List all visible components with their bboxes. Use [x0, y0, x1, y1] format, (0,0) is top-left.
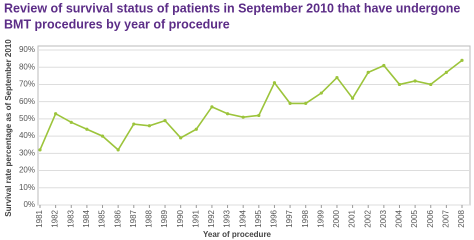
- chart-title: BMT procedures by year of procedure: [4, 17, 230, 31]
- point: [288, 101, 292, 105]
- x-tick-label: 1984: [82, 209, 91, 227]
- point: [382, 63, 386, 68]
- x-tick-label: 1991: [191, 209, 200, 227]
- x-tick-label: 2006: [426, 209, 435, 227]
- point: [304, 101, 308, 105]
- point: [210, 105, 214, 109]
- y-tick-label: 60%: [19, 97, 35, 106]
- y-tick-label: 40%: [19, 131, 35, 140]
- x-tick-label: 1998: [301, 209, 310, 227]
- x-tick-label: 1995: [254, 209, 263, 227]
- point: [85, 127, 89, 131]
- x-axis-label: Year of procedure: [203, 230, 272, 239]
- x-tick-label: 1987: [129, 209, 138, 227]
- x-tick-label: 1983: [66, 209, 75, 227]
- x-tick-label: 2003: [379, 209, 388, 227]
- y-tick-label: 30%: [19, 148, 35, 157]
- x-tick-label: 2001: [348, 209, 357, 227]
- point: [132, 122, 136, 126]
- point: [225, 112, 230, 116]
- point: [444, 70, 448, 74]
- chart-title: Review of survival status of patients in…: [4, 1, 460, 15]
- point: [38, 148, 42, 152]
- x-tick-label: 1999: [316, 209, 325, 227]
- point: [147, 124, 152, 128]
- y-tick-label: 10%: [19, 183, 35, 192]
- point: [257, 113, 261, 118]
- point: [163, 119, 167, 123]
- x-tick-label: 2005: [410, 209, 419, 227]
- y-tick-label: 20%: [19, 166, 35, 175]
- point: [413, 79, 417, 83]
- x-tick-label: 1996: [270, 209, 279, 227]
- point: [179, 136, 183, 140]
- x-tick-label: 1989: [160, 209, 169, 227]
- point: [54, 112, 58, 116]
- x-tick-label: 1986: [113, 209, 122, 227]
- point: [350, 96, 355, 100]
- y-tick-label: 0%: [23, 200, 35, 209]
- point: [272, 81, 277, 85]
- point: [460, 58, 464, 62]
- y-tick-label: 50%: [19, 114, 35, 123]
- x-tick-label: 1990: [176, 209, 185, 227]
- point: [116, 148, 120, 152]
- point: [319, 91, 323, 95]
- x-tick-label: 2002: [363, 209, 372, 227]
- point: [397, 82, 402, 87]
- y-tick-label: 90%: [19, 45, 35, 54]
- x-tick-label: 2004: [395, 209, 404, 227]
- point: [429, 82, 433, 87]
- line-series: [39, 59, 463, 152]
- point: [335, 75, 339, 80]
- x-tick-label: 2007: [441, 209, 450, 227]
- x-tick-label: 2008: [457, 209, 466, 227]
- point: [366, 70, 370, 74]
- x-tick-label: 1992: [207, 209, 216, 227]
- x-tick-label: 1994: [238, 209, 247, 227]
- point: [241, 115, 245, 119]
- point: [69, 120, 73, 124]
- x-tick-label: 2000: [332, 209, 341, 227]
- x-tick-label: 1981: [35, 209, 44, 227]
- x-tick-label: 1985: [98, 209, 107, 227]
- point: [100, 134, 105, 138]
- x-tick-label: 1993: [223, 209, 232, 227]
- x-tick-label: 1997: [285, 209, 294, 227]
- plot-area: [37, 45, 471, 206]
- point: [194, 127, 198, 131]
- y-tick-label: 80%: [19, 62, 35, 71]
- x-tick-label: 1982: [51, 209, 60, 227]
- y-axis-label: Survival rate percentage as of September…: [4, 39, 13, 217]
- x-tick-label: 1988: [145, 209, 154, 227]
- y-tick-label: 70%: [19, 80, 35, 89]
